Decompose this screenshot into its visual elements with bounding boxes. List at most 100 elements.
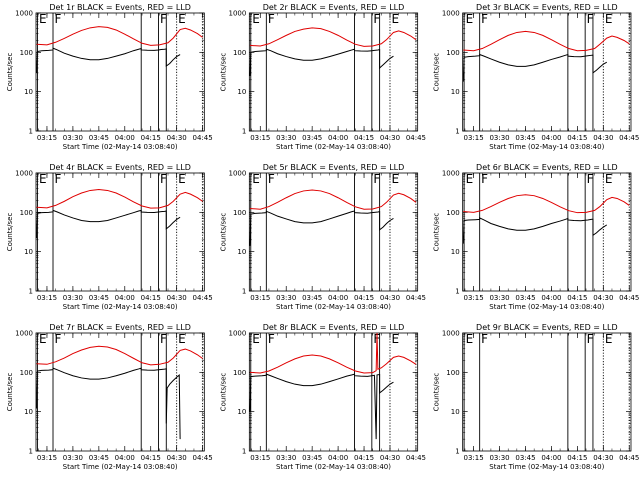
flag-label: F: [160, 332, 167, 346]
x-tick-label: 04:30: [380, 134, 400, 142]
flag-label: E: [252, 332, 260, 346]
detector-panel: Det 6r BLACK = Events, RED = LLD 1 10 100 10…: [433, 163, 640, 311]
plot-frame: [462, 332, 632, 452]
plot-frame: [248, 172, 419, 292]
series-events-line: [249, 48, 394, 77]
plot-frame: [35, 12, 205, 132]
flag-label: E: [391, 332, 399, 346]
x-tick-label: 04:30: [167, 454, 187, 462]
x-axis-label: Start Time (02-May-14 03:08:40): [276, 303, 391, 311]
y-tick-label: 100: [233, 209, 246, 217]
plot-frame: [35, 332, 205, 452]
x-tick-label: 03:45: [515, 454, 535, 462]
y-tick-label: 10: [24, 248, 33, 256]
x-tick-label: 04:45: [619, 294, 639, 302]
y-tick-label: 1000: [229, 170, 247, 178]
x-tick-label: 04:45: [193, 134, 213, 142]
flag-label: F: [160, 12, 167, 26]
x-tick-label: 04:15: [567, 454, 587, 462]
y-tick-label: 1: [242, 448, 246, 456]
y-tick-label: 100: [20, 49, 33, 57]
series-events-line: [36, 367, 181, 440]
flag-label: E: [252, 12, 260, 26]
flag-label: F: [587, 332, 594, 346]
y-tick-label: 10: [237, 88, 246, 96]
y-tick-label: 100: [446, 49, 459, 57]
x-tick-label: 03:30: [276, 134, 296, 142]
x-tick-label: 03:45: [515, 294, 535, 302]
series-lld-line: [36, 189, 203, 209]
x-tick-label: 04:15: [141, 134, 161, 142]
x-tick-label: 03:30: [63, 134, 83, 142]
x-tick-label: 04:45: [406, 454, 426, 462]
x-tick-label: 03:15: [250, 294, 270, 302]
y-tick-label: 100: [446, 209, 459, 217]
x-tick-label: 03:15: [464, 134, 484, 142]
panel-title: Det 3r BLACK = Events, RED = LLD: [476, 3, 618, 12]
x-tick-label: 04:30: [167, 294, 187, 302]
flag-label: F: [268, 12, 275, 26]
y-axis-label: Counts/sec: [433, 213, 441, 252]
y-tick-label: 100: [233, 369, 246, 377]
plot-frame: [462, 12, 632, 132]
y-tick-label: 1000: [15, 10, 33, 18]
panel-title: Det 2r BLACK = Events, RED = LLD: [263, 3, 405, 12]
series-events-line: [462, 217, 608, 244]
detector-panel: Det 9r BLACK = Events, RED = LLD 1 10 100 10…: [433, 323, 640, 471]
x-tick-label: 03:45: [89, 294, 109, 302]
panel-title: Det 6r BLACK = Events, RED = LLD: [476, 163, 618, 172]
flag-label: E: [178, 172, 186, 186]
x-tick-label: 03:30: [63, 294, 83, 302]
x-tick-label: 04:00: [115, 454, 135, 462]
x-axis-label: Start Time (02-May-14 03:08:40): [276, 143, 391, 151]
detector-panel: Det 1r BLACK = Events, RED = LLD 1 10 100 10…: [6, 3, 213, 151]
series-events-line: [36, 209, 181, 239]
series-lld-line: [36, 26, 203, 46]
x-tick-label: 04:15: [141, 454, 161, 462]
flag-label: E: [391, 12, 399, 26]
x-tick-label: 04:15: [354, 294, 374, 302]
flag-label: E: [466, 12, 474, 26]
series-lld-line: [36, 345, 203, 366]
flag-label: F: [55, 172, 62, 186]
panel-title: Det 4r BLACK = Events, RED = LLD: [49, 163, 191, 172]
series-group: [462, 30, 630, 82]
flag-label: F: [587, 172, 594, 186]
flag-label: F: [268, 332, 275, 346]
x-tick-label: 03:30: [489, 134, 509, 142]
y-axis-label: Counts/sec: [6, 213, 14, 252]
detector-panel: Det 5r BLACK = Events, RED = LLD 1 10 100 10…: [219, 163, 426, 311]
x-tick-label: 04:30: [593, 134, 613, 142]
series-group: [36, 189, 203, 239]
flag-label: E: [605, 332, 613, 346]
x-tick-label: 03:45: [515, 134, 535, 142]
x-tick-label: 04:30: [380, 454, 400, 462]
x-tick-label: 03:30: [63, 454, 83, 462]
y-tick-label: 100: [20, 369, 33, 377]
flag-label: F: [373, 172, 380, 186]
y-tick-label: 100: [233, 49, 246, 57]
detector-panel: Det 8r BLACK = Events, RED = LLD 1 10 100 10…: [219, 323, 426, 471]
y-tick-label: 10: [237, 408, 246, 416]
x-tick-label: 04:30: [380, 294, 400, 302]
flag-label: F: [481, 332, 488, 346]
flag-label: E: [178, 332, 186, 346]
x-tick-label: 03:45: [302, 134, 322, 142]
detector-panel: Det 3r BLACK = Events, RED = LLD 1 10 100 10…: [433, 3, 640, 151]
x-tick-label: 04:00: [541, 134, 561, 142]
flag-label: E: [39, 172, 47, 186]
series-events-line: [462, 53, 608, 82]
series-events-line: [36, 47, 181, 73]
x-tick-label: 03:45: [302, 294, 322, 302]
y-tick-label: 1: [29, 128, 33, 136]
x-tick-label: 04:00: [328, 134, 348, 142]
x-tick-label: 03:15: [464, 454, 484, 462]
flag-label: F: [481, 172, 488, 186]
panel-title: Det 1r BLACK = Events, RED = LLD: [49, 3, 191, 12]
y-tick-label: 100: [20, 209, 33, 217]
y-tick-label: 10: [451, 248, 460, 256]
x-tick-label: 04:00: [541, 294, 561, 302]
x-axis-label: Start Time (02-May-14 03:08:40): [489, 463, 604, 471]
y-tick-label: 1: [242, 128, 246, 136]
